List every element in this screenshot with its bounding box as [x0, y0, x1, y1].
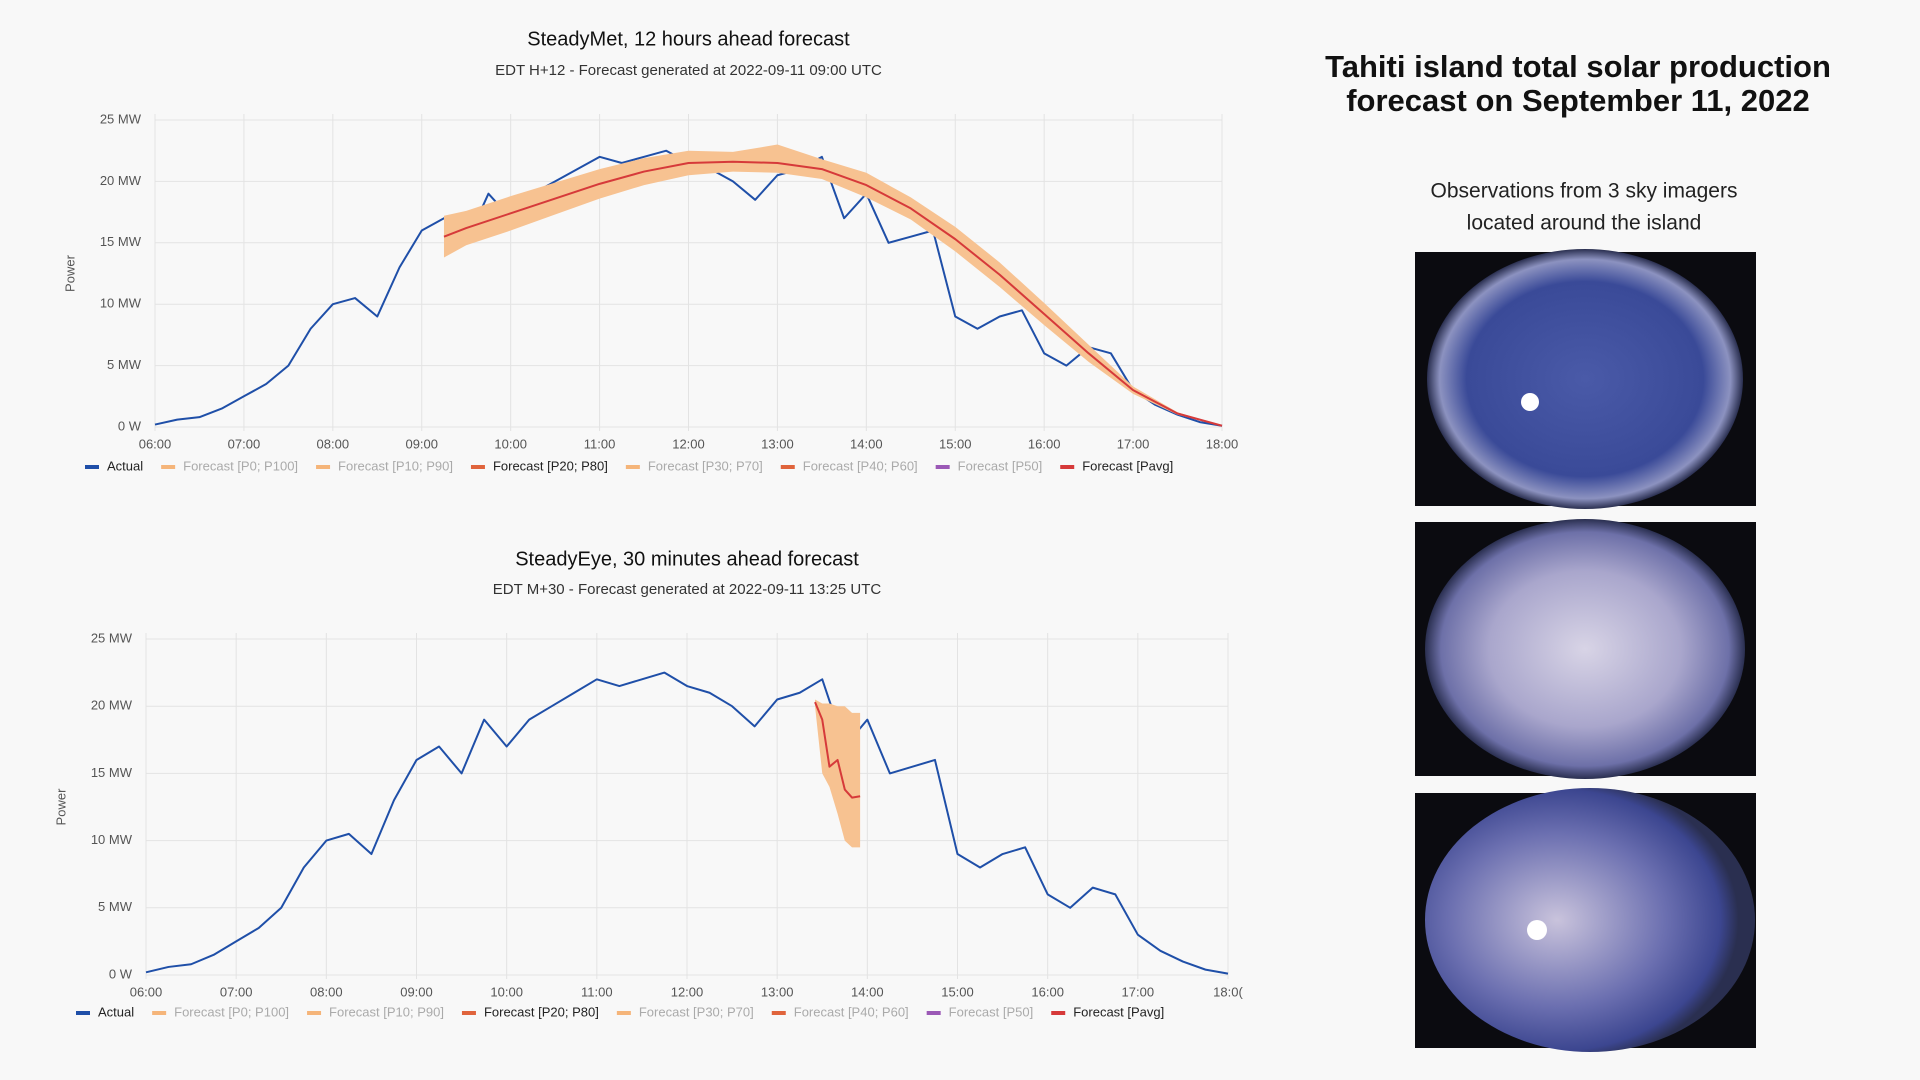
x-tick-label: 16:00	[1031, 984, 1064, 999]
x-tick-label: 14:00	[850, 436, 883, 451]
legend-label: Forecast [P10; P90]	[338, 458, 453, 473]
x-tick-label: 18:00	[1206, 436, 1239, 451]
x-tick-label: 08:00	[317, 436, 350, 451]
x-tick-label: 09:00	[400, 984, 433, 999]
x-tick-label: 13:00	[761, 436, 794, 451]
series-line	[145, 671, 1229, 975]
legend-label: Forecast [P50]	[958, 458, 1043, 473]
y-axis-label: Power	[53, 788, 68, 826]
panel-caption: Observations from 3 sky imagers	[1431, 180, 1738, 203]
y-tick-label: 10 MW	[91, 832, 133, 847]
legend-label: Forecast [P50]	[949, 1004, 1034, 1019]
legend-label: Forecast [P40; P60]	[794, 1004, 909, 1019]
panel-title: forecast on September 11, 2022	[1346, 83, 1810, 118]
y-tick-label: 20 MW	[100, 173, 142, 188]
panel-title: Tahiti island total solar production	[1325, 49, 1831, 84]
x-tick-label: 08:00	[310, 984, 343, 999]
x-tick-label: 06:00	[130, 984, 163, 999]
y-tick-label: 10 MW	[100, 296, 142, 311]
x-tick-label: 12:00	[671, 984, 704, 999]
chart-subtitle: EDT H+12 - Forecast generated at 2022-09…	[495, 62, 882, 79]
x-tick-label: 12:00	[672, 436, 705, 451]
y-tick-label: 15 MW	[91, 765, 133, 780]
x-tick-label: 07:00	[220, 984, 253, 999]
x-tick-label: 15:00	[941, 984, 974, 999]
y-tick-label: 0 W	[109, 966, 133, 981]
x-tick-label: 13:00	[761, 984, 794, 999]
legend-label: Forecast [Pavg]	[1073, 1004, 1164, 1019]
chart-subtitle: EDT M+30 - Forecast generated at 2022-09…	[493, 581, 882, 598]
x-tick-label: 10:00	[494, 436, 527, 451]
x-tick-label: 11:00	[581, 984, 613, 999]
chart-title: SteadyEye, 30 minutes ahead forecast	[515, 548, 859, 570]
legend-label: Forecast [P20; P80]	[493, 458, 608, 473]
x-tick-label: 14:00	[851, 984, 884, 999]
legend-label: Forecast [Pavg]	[1082, 458, 1173, 473]
chart-title: SteadyMet, 12 hours ahead forecast	[527, 28, 850, 50]
y-tick-label: 25 MW	[100, 111, 142, 126]
x-tick-label: 16:00	[1028, 436, 1061, 451]
x-tick-label: 10:00	[490, 984, 523, 999]
y-tick-label: 25 MW	[91, 630, 133, 645]
legend-label: Forecast [P30; P70]	[639, 1004, 754, 1019]
x-tick-label: 17:00	[1122, 984, 1155, 999]
legend-label: Actual	[98, 1004, 134, 1019]
panel-caption: located around the island	[1467, 212, 1702, 235]
y-axis-label: Power	[62, 254, 77, 292]
sky-image	[1415, 788, 1756, 1052]
x-tick-label: 07:00	[228, 436, 261, 451]
x-tick-label: 09:00	[405, 436, 438, 451]
legend-label: Forecast [P20; P80]	[484, 1004, 599, 1019]
series-line	[814, 701, 861, 799]
sky-image	[1415, 249, 1756, 509]
y-tick-label: 0 W	[118, 418, 142, 433]
legend-label: Forecast [P0; P100]	[174, 1004, 289, 1019]
series-line	[443, 160, 1223, 427]
legend-label: Forecast [P30; P70]	[648, 458, 763, 473]
x-tick-label: 18:0(	[1213, 984, 1243, 999]
x-tick-label: 11:00	[584, 436, 616, 451]
forecast-band	[815, 699, 861, 848]
x-tick-label: 17:00	[1117, 436, 1150, 451]
x-tick-label: 06:00	[139, 436, 172, 451]
y-tick-label: 15 MW	[100, 234, 142, 249]
y-tick-label: 20 MW	[91, 698, 133, 713]
legend-label: Forecast [P40; P60]	[803, 458, 918, 473]
legend-label: Forecast [P0; P100]	[183, 458, 298, 473]
legend-label: Forecast [P10; P90]	[329, 1004, 444, 1019]
forecast-band	[443, 144, 1223, 426]
y-tick-label: 5 MW	[98, 899, 133, 914]
sky-image	[1415, 519, 1756, 779]
legend-label: Actual	[107, 458, 143, 473]
x-tick-label: 15:00	[939, 436, 972, 451]
y-tick-label: 5 MW	[107, 357, 142, 372]
